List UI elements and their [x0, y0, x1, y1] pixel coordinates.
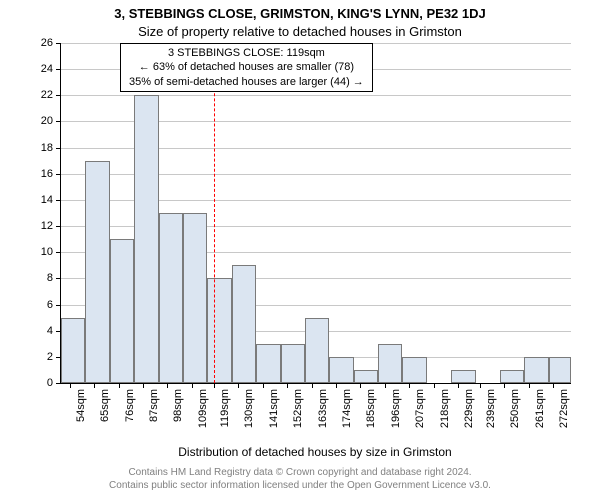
- attribution-line-1: Contains HM Land Registry data © Crown c…: [0, 466, 600, 479]
- x-tick: [70, 383, 71, 388]
- histogram-bar: [451, 370, 475, 383]
- y-tick-label: 6: [47, 299, 53, 311]
- y-tick: [56, 69, 61, 70]
- x-tick: [312, 383, 313, 388]
- histogram-bar: [207, 278, 231, 383]
- y-tick-label: 10: [41, 246, 53, 258]
- y-tick: [56, 226, 61, 227]
- y-tick-label: 8: [47, 272, 53, 284]
- marker-line: [214, 43, 215, 383]
- histogram-bar: [183, 213, 207, 383]
- annotation-line-1: 3 STEBBINGS CLOSE: 119sqm: [129, 46, 364, 60]
- histogram-plot-area: 0246810121416182022242654sqm65sqm76sqm87…: [60, 43, 571, 384]
- chart-title-main: 3, STEBBINGS CLOSE, GRIMSTON, KING'S LYN…: [0, 6, 600, 21]
- x-tick: [192, 383, 193, 388]
- y-tick: [56, 383, 61, 384]
- x-tick-label: 163sqm: [317, 389, 329, 439]
- histogram-bar: [500, 370, 524, 383]
- x-tick: [458, 383, 459, 388]
- y-tick-label: 16: [41, 168, 53, 180]
- y-tick: [56, 121, 61, 122]
- y-tick: [56, 174, 61, 175]
- x-tick: [94, 383, 95, 388]
- x-tick-label: 196sqm: [390, 389, 402, 439]
- x-tick-label: 185sqm: [365, 389, 377, 439]
- x-tick-label: 207sqm: [414, 389, 426, 439]
- y-tick: [56, 278, 61, 279]
- histogram-bar: [329, 357, 353, 383]
- x-tick: [480, 383, 481, 388]
- y-tick: [56, 148, 61, 149]
- x-tick-label: 239sqm: [485, 389, 497, 439]
- histogram-bar: [305, 318, 329, 383]
- histogram-bar: [110, 239, 134, 383]
- x-axis-label: Distribution of detached houses by size …: [60, 445, 570, 459]
- histogram-bar: [134, 95, 158, 383]
- histogram-bar: [232, 265, 256, 383]
- y-tick-label: 20: [41, 115, 53, 127]
- x-tick-label: 261sqm: [534, 389, 546, 439]
- x-tick-label: 229sqm: [463, 389, 475, 439]
- x-tick: [119, 383, 120, 388]
- annotation-line-3: 35% of semi-detached houses are larger (…: [129, 75, 364, 89]
- histogram-bar: [354, 370, 378, 383]
- histogram-bar: [378, 344, 402, 383]
- y-tick: [56, 95, 61, 96]
- x-tick: [434, 383, 435, 388]
- x-tick: [238, 383, 239, 388]
- histogram-bar: [256, 344, 280, 383]
- x-tick-label: 65sqm: [99, 389, 111, 439]
- y-tick: [56, 252, 61, 253]
- y-tick: [56, 43, 61, 44]
- x-tick-label: 87sqm: [148, 389, 160, 439]
- histogram-bar: [159, 213, 183, 383]
- x-tick: [143, 383, 144, 388]
- marker-annotation: 3 STEBBINGS CLOSE: 119sqm ← 63% of detac…: [120, 43, 373, 92]
- y-tick-label: 18: [41, 142, 53, 154]
- x-tick-label: 109sqm: [197, 389, 209, 439]
- y-tick-label: 12: [41, 220, 53, 232]
- histogram-bar: [549, 357, 571, 383]
- chart-title-sub: Size of property relative to detached ho…: [0, 24, 600, 39]
- attribution-line-2: Contains public sector information licen…: [0, 479, 600, 492]
- x-tick: [263, 383, 264, 388]
- y-tick-label: 4: [47, 325, 53, 337]
- y-tick: [56, 200, 61, 201]
- x-tick-label: 119sqm: [219, 389, 231, 439]
- x-tick: [287, 383, 288, 388]
- x-tick-label: 174sqm: [341, 389, 353, 439]
- histogram-bar: [61, 318, 85, 383]
- x-tick: [385, 383, 386, 388]
- x-tick: [553, 383, 554, 388]
- x-tick-label: 98sqm: [172, 389, 184, 439]
- x-tick-label: 141sqm: [268, 389, 280, 439]
- y-tick-label: 22: [41, 89, 53, 101]
- y-tick-label: 26: [41, 37, 53, 49]
- x-tick-label: 218sqm: [439, 389, 451, 439]
- x-tick-label: 152sqm: [292, 389, 304, 439]
- x-tick: [504, 383, 505, 388]
- x-tick-label: 250sqm: [509, 389, 521, 439]
- x-tick: [336, 383, 337, 388]
- y-tick-label: 0: [47, 377, 53, 389]
- x-tick: [409, 383, 410, 388]
- x-tick-label: 272sqm: [558, 389, 570, 439]
- histogram-bar: [85, 161, 109, 383]
- annotation-line-2: ← 63% of detached houses are smaller (78…: [129, 60, 364, 74]
- y-tick-label: 2: [47, 351, 53, 363]
- y-tick: [56, 305, 61, 306]
- x-tick: [529, 383, 530, 388]
- y-tick-label: 14: [41, 194, 53, 206]
- histogram-bar: [524, 357, 548, 383]
- x-tick: [214, 383, 215, 388]
- attribution-text: Contains HM Land Registry data © Crown c…: [0, 466, 600, 492]
- x-tick-label: 54sqm: [75, 389, 87, 439]
- y-tick-label: 24: [41, 63, 53, 75]
- x-tick-label: 130sqm: [243, 389, 255, 439]
- x-tick-label: 76sqm: [124, 389, 136, 439]
- x-tick: [167, 383, 168, 388]
- x-tick: [360, 383, 361, 388]
- histogram-bar: [402, 357, 426, 383]
- histogram-bar: [281, 344, 305, 383]
